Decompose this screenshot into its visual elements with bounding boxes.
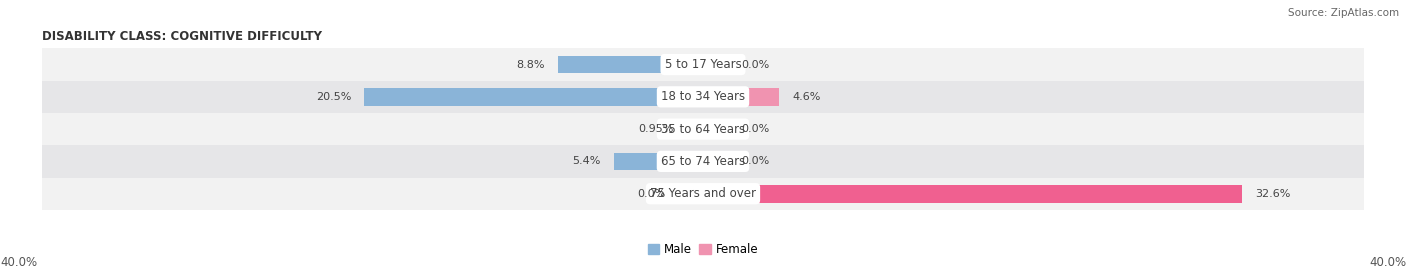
- Bar: [703, 120, 728, 138]
- Text: 0.0%: 0.0%: [637, 189, 665, 199]
- Bar: [703, 88, 779, 106]
- Text: 0.0%: 0.0%: [741, 59, 769, 70]
- Bar: [42, 113, 1364, 145]
- Text: 5 to 17 Years: 5 to 17 Years: [665, 58, 741, 71]
- Bar: [703, 185, 1241, 203]
- Bar: [688, 120, 703, 138]
- Text: 0.95%: 0.95%: [638, 124, 673, 134]
- Bar: [42, 145, 1364, 178]
- Bar: [42, 48, 1364, 81]
- Text: 32.6%: 32.6%: [1254, 189, 1291, 199]
- Text: 4.6%: 4.6%: [792, 92, 821, 102]
- Bar: [614, 153, 703, 170]
- Bar: [678, 185, 703, 203]
- Text: 5.4%: 5.4%: [572, 156, 600, 167]
- Bar: [703, 56, 728, 73]
- Text: 40.0%: 40.0%: [0, 256, 37, 269]
- Bar: [558, 56, 703, 73]
- Text: 65 to 74 Years: 65 to 74 Years: [661, 155, 745, 168]
- Text: 40.0%: 40.0%: [1369, 256, 1406, 269]
- Text: DISABILITY CLASS: COGNITIVE DIFFICULTY: DISABILITY CLASS: COGNITIVE DIFFICULTY: [42, 30, 322, 43]
- Text: 20.5%: 20.5%: [316, 92, 352, 102]
- Text: 0.0%: 0.0%: [741, 156, 769, 167]
- Text: 75 Years and over: 75 Years and over: [650, 187, 756, 200]
- Bar: [364, 88, 703, 106]
- Text: 0.0%: 0.0%: [741, 124, 769, 134]
- Text: 35 to 64 Years: 35 to 64 Years: [661, 123, 745, 136]
- Text: Source: ZipAtlas.com: Source: ZipAtlas.com: [1288, 8, 1399, 18]
- Bar: [42, 178, 1364, 210]
- Text: 18 to 34 Years: 18 to 34 Years: [661, 90, 745, 103]
- Bar: [42, 81, 1364, 113]
- Bar: [703, 153, 728, 170]
- Text: 8.8%: 8.8%: [516, 59, 544, 70]
- Legend: Male, Female: Male, Female: [643, 238, 763, 260]
